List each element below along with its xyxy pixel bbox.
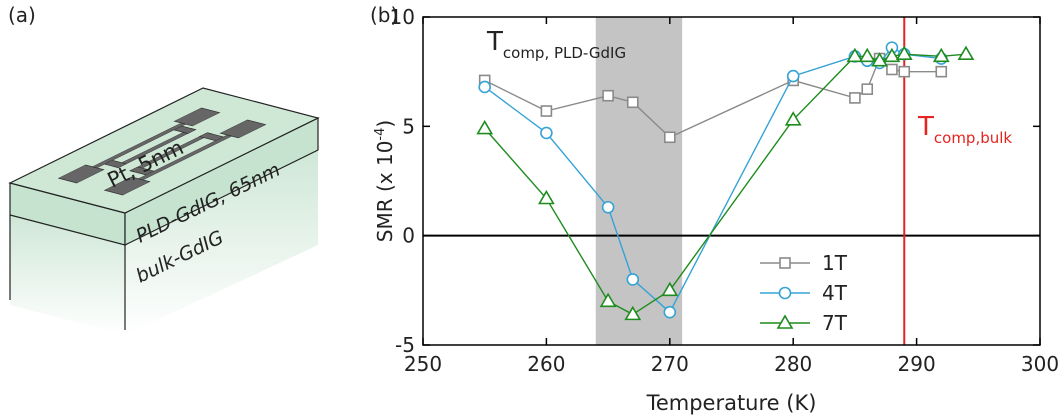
- annotation-main: T: [917, 112, 934, 142]
- y-axis-label-sup: -4: [373, 128, 388, 141]
- marker: [628, 97, 638, 107]
- marker: [780, 288, 791, 299]
- annotation-sub: comp,bulk: [934, 129, 1013, 147]
- y-axis-label-base: SMR (x 10: [373, 141, 397, 243]
- marker: [664, 307, 675, 318]
- x-tick-label: 270: [651, 352, 689, 376]
- series-line: [485, 59, 942, 138]
- annotation-sub: comp, PLD-GdIG: [503, 44, 626, 62]
- marker: [860, 49, 874, 61]
- marker: [887, 64, 897, 74]
- marker: [603, 91, 613, 101]
- marker: [788, 71, 799, 82]
- marker: [959, 47, 973, 59]
- x-axis-label: Temperature (K): [646, 391, 817, 415]
- marker: [899, 67, 909, 77]
- plot-frame: [423, 17, 1040, 345]
- marker: [541, 127, 552, 138]
- x-tick-label: 260: [527, 352, 565, 376]
- x-tick-label: 280: [774, 352, 812, 376]
- y-axis-label-end: ): [373, 120, 397, 128]
- x-tick-label: 290: [898, 352, 936, 376]
- y-tick-label: -5: [395, 333, 415, 357]
- y-tick-label: 5: [402, 114, 415, 138]
- series-line: [485, 54, 966, 314]
- panel-a: (a) Pt, 5nm PLD-GdIG, 65nm bulk-GdIG: [8, 3, 318, 335]
- marker: [862, 84, 872, 94]
- marker: [627, 274, 638, 285]
- marker: [541, 106, 551, 116]
- y-tick-label: 10: [390, 5, 415, 29]
- panel-label: (a): [8, 3, 36, 27]
- annotation-main: T: [486, 27, 503, 57]
- legend-label: 1T: [822, 251, 848, 275]
- marker: [478, 122, 492, 134]
- marker: [479, 81, 490, 92]
- marker: [780, 258, 790, 268]
- panel-b: (b)250260270280290300-50510Temperature (…: [370, 3, 1059, 415]
- legend-label: 7T: [822, 311, 848, 335]
- annotation: Tcomp,bulk: [917, 112, 1012, 147]
- marker: [850, 93, 860, 103]
- y-axis-label: SMR (x 10-4): [373, 120, 397, 242]
- x-tick-label: 300: [1021, 352, 1059, 376]
- legend-label: 4T: [822, 281, 848, 305]
- marker: [603, 202, 614, 213]
- marker: [936, 67, 946, 77]
- marker: [665, 132, 675, 142]
- y-tick-label: 0: [402, 224, 415, 248]
- marker: [778, 316, 792, 328]
